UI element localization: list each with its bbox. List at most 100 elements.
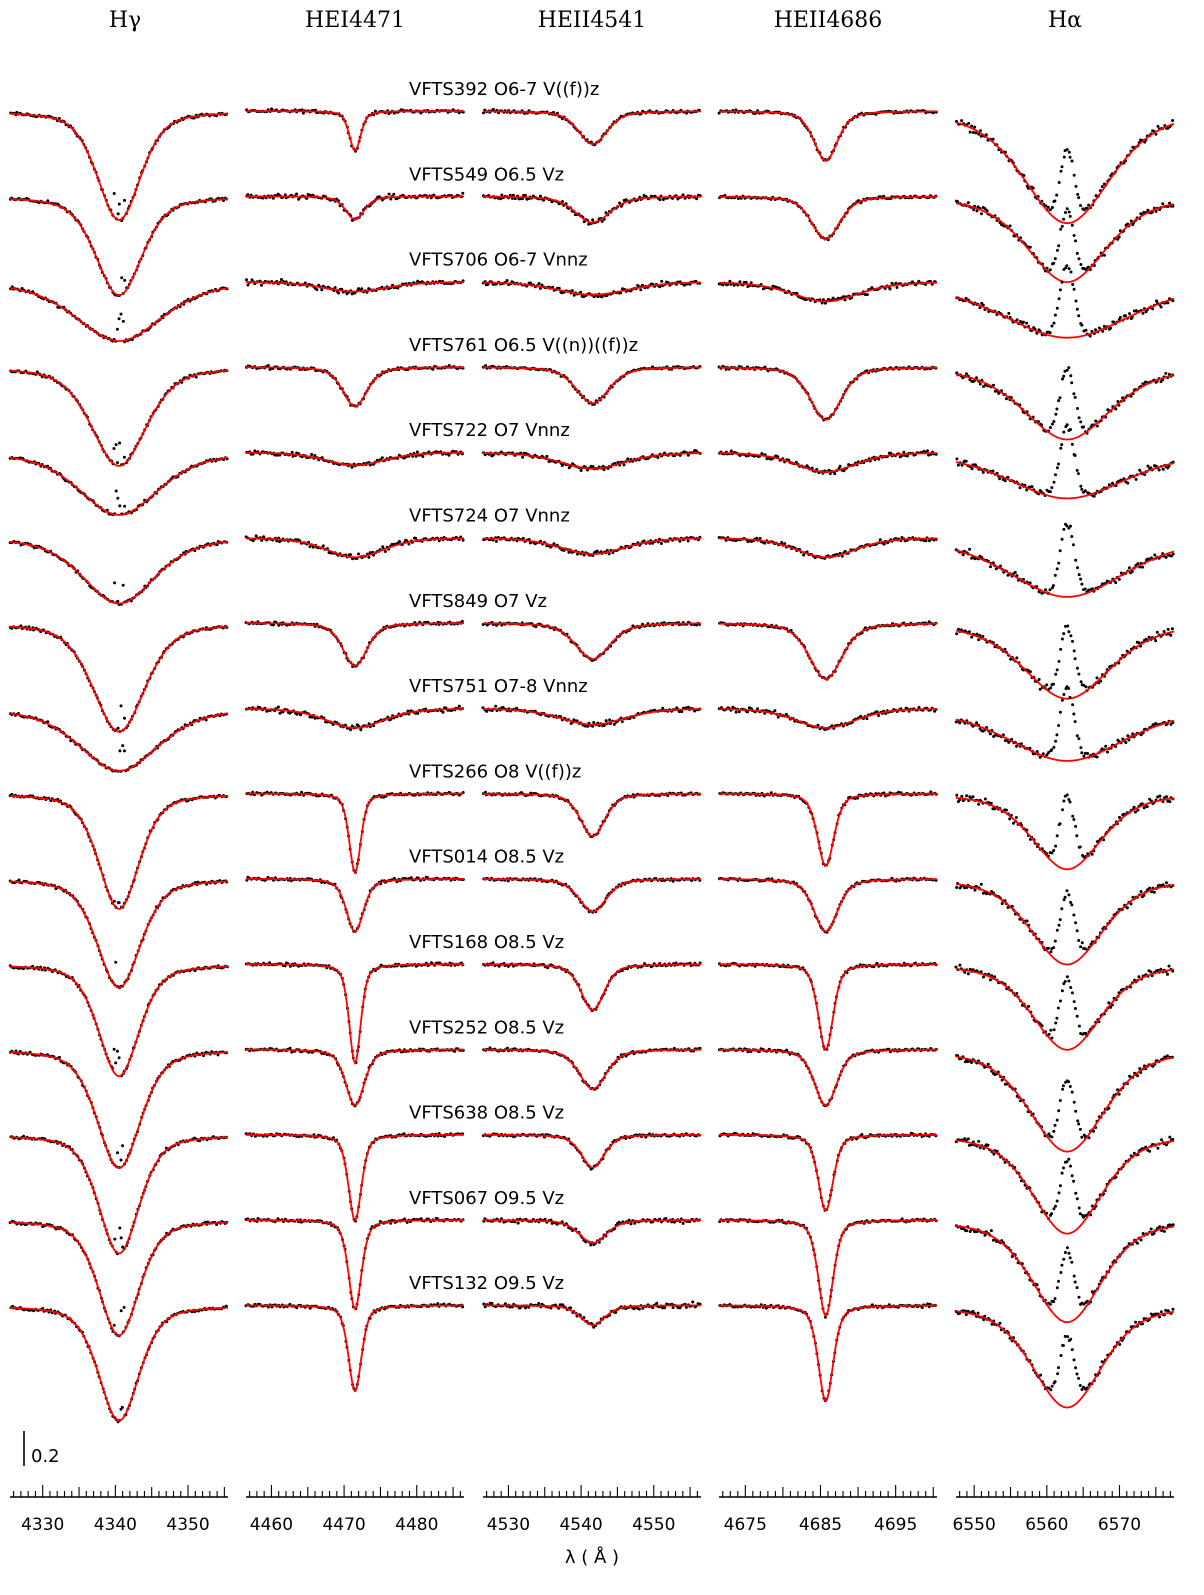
data-point <box>1082 425 1085 429</box>
data-point <box>1068 155 1072 159</box>
data-point <box>1058 288 1062 292</box>
data-point <box>349 553 352 557</box>
data-point <box>117 202 121 206</box>
data-point <box>1114 581 1118 585</box>
data-point <box>717 111 721 115</box>
data-point <box>1055 668 1059 672</box>
column-title-heii4541: HEII4541 <box>538 8 647 33</box>
data-point <box>579 469 583 472</box>
data-point <box>1065 423 1069 427</box>
data-point <box>991 137 995 141</box>
data-point <box>1019 320 1022 323</box>
data-point <box>1144 380 1148 384</box>
model-fit-line <box>246 281 464 293</box>
data-point <box>114 443 118 447</box>
observed-spectrum <box>481 364 702 406</box>
data-point <box>966 201 970 205</box>
data-point <box>447 453 451 457</box>
data-point <box>985 209 989 213</box>
data-point <box>116 496 120 500</box>
data-point <box>1074 184 1078 188</box>
data-point <box>983 207 987 211</box>
data-point <box>1057 181 1061 184</box>
observed-spectrum <box>9 285 229 344</box>
data-point <box>1065 264 1069 268</box>
model-fit-line <box>246 622 464 667</box>
data-point <box>116 212 120 216</box>
data-point <box>1050 486 1054 490</box>
data-point <box>1065 207 1069 211</box>
data-point <box>1018 486 1022 490</box>
data-point <box>1072 649 1076 653</box>
data-point <box>1054 473 1057 477</box>
data-point <box>968 547 972 551</box>
observed-spectrum <box>955 366 1175 435</box>
data-point <box>118 749 122 753</box>
data-point <box>337 291 340 295</box>
data-point <box>114 489 118 493</box>
data-point <box>116 726 120 730</box>
data-point <box>1070 223 1074 227</box>
data-point <box>538 194 542 198</box>
star-label: VFTS549 O6.5 Vz <box>409 164 564 185</box>
star-label: VFTS761 O6.5 V((n))((f))z <box>409 335 638 356</box>
data-point <box>1087 203 1091 207</box>
data-point <box>542 198 546 202</box>
data-point <box>889 451 893 455</box>
data-point <box>1048 490 1052 494</box>
data-point <box>1062 374 1066 378</box>
data-point <box>1057 244 1061 248</box>
data-point <box>491 107 495 111</box>
data-point <box>961 553 965 557</box>
data-point <box>1157 468 1161 472</box>
data-point <box>116 599 120 603</box>
model-fit-line <box>719 110 937 162</box>
data-point <box>888 287 892 291</box>
model-fit-line <box>719 366 937 421</box>
data-point <box>980 212 983 216</box>
data-point <box>1100 185 1104 188</box>
data-point <box>1162 630 1166 633</box>
data-point <box>113 581 117 585</box>
data-point <box>1146 464 1150 468</box>
data-point <box>119 312 123 316</box>
data-point <box>1073 454 1077 457</box>
data-point <box>1055 466 1059 470</box>
model-fit-line <box>483 110 701 145</box>
model-fit-line <box>9 198 229 297</box>
data-point <box>592 721 596 724</box>
data-point <box>882 542 886 546</box>
data-point <box>485 709 489 713</box>
data-point <box>1077 257 1081 261</box>
model-fit-line <box>955 461 1175 500</box>
data-point <box>359 728 363 732</box>
data-point <box>545 454 549 458</box>
observed-spectrum <box>245 278 465 296</box>
data-point <box>1083 587 1087 591</box>
data-point <box>367 555 371 559</box>
data-point <box>1077 416 1081 420</box>
data-point <box>1094 419 1098 423</box>
model-fit-line <box>955 121 1175 225</box>
data-point <box>595 549 599 553</box>
data-point <box>505 279 509 282</box>
data-point <box>956 200 960 204</box>
data-point <box>989 565 992 569</box>
data-point <box>587 222 591 226</box>
data-point <box>1092 494 1096 498</box>
data-point <box>1070 535 1074 538</box>
data-point <box>421 455 425 458</box>
data-point <box>1134 477 1138 481</box>
data-point <box>1065 148 1069 152</box>
data-point <box>118 441 122 445</box>
data-point <box>121 744 125 748</box>
data-point <box>1048 426 1052 429</box>
data-point <box>521 455 525 459</box>
data-point <box>1061 377 1064 381</box>
data-point <box>1048 331 1052 335</box>
data-point <box>1079 420 1083 424</box>
column-title-halpha: Hα <box>1048 8 1082 33</box>
data-point <box>508 193 512 197</box>
data-point <box>1073 395 1077 399</box>
data-point <box>283 193 287 197</box>
